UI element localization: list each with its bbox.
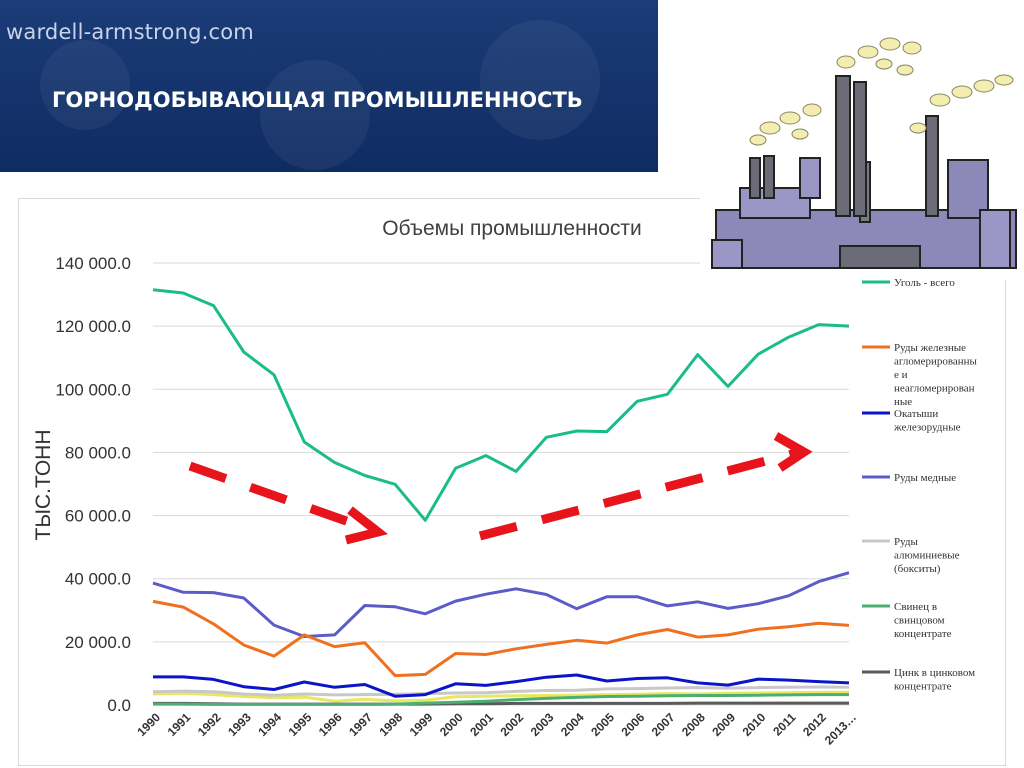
- y-tick-label: 140 000.0: [55, 254, 131, 273]
- y-tick-label: 100 000.0: [55, 380, 131, 399]
- banner-decoration: [40, 40, 130, 130]
- page-title: ГОРНОДОБЫВАЮЩАЯ ПРОМЫШЛЕННОСТЬ: [52, 88, 583, 112]
- y-tick-label: 20 000.0: [65, 633, 131, 652]
- legend-entry: Руды железные агломерированны е и неагломер…: [894, 342, 978, 408]
- y-tick-labels: 0.0 20 000.0 40 000.0 60 000.0 80 000.0 100 0…: [55, 254, 131, 715]
- legend-entry: Руды медные: [894, 472, 956, 484]
- x-tick-labels: 1990 1991 1992 1993 1994 1995 1996 1997 1998 1999…: [134, 710, 859, 747]
- gridlines: [153, 262, 849, 706]
- x-tick-label: 1993: [225, 710, 254, 739]
- x-tick-label: 1996: [316, 710, 345, 739]
- y-tick-label: 80 000.0: [65, 443, 131, 462]
- up-trend-arrow: [478, 447, 802, 541]
- legend-entry: Руды алюминиевые (бокситы): [894, 536, 960, 575]
- series-lines: [152, 288, 850, 706]
- legend-entry: Окатыши железорудные: [893, 408, 961, 434]
- x-tick-label: 2004: [558, 710, 587, 739]
- legend-entry: Уголь - всего: [894, 277, 955, 289]
- x-tick-label: 1999: [407, 710, 436, 739]
- series-line: [152, 690, 850, 703]
- site-name: wardell-armstrong.com: [6, 20, 254, 44]
- down-trend-arrow: [188, 461, 374, 535]
- series-line: [152, 288, 850, 522]
- x-tick-label: 2001: [467, 710, 496, 739]
- x-tick-label: 2000: [437, 710, 466, 739]
- x-tick-label: 2007: [649, 710, 678, 739]
- y-tick-label: 60 000.0: [65, 507, 131, 526]
- x-tick-label: 2009: [709, 710, 738, 739]
- up-trend-arrow-head: [773, 432, 813, 472]
- series-line: [153, 693, 849, 706]
- x-tick-label: 1990: [134, 710, 163, 739]
- banner-decoration: [480, 20, 600, 140]
- x-tick-label: 2006: [619, 710, 648, 739]
- x-tick-label: 1994: [255, 710, 284, 739]
- legend-entry: Свинец в свинцовом концентрате: [894, 601, 952, 640]
- y-tick-label: 120 000.0: [55, 317, 131, 336]
- down-trend-arrow-head: [344, 506, 389, 545]
- series-line: [152, 571, 850, 638]
- x-tick-label: 2005: [588, 710, 617, 739]
- x-tick-label: 2013…: [822, 710, 859, 747]
- factory-illustration: [700, 37, 1017, 280]
- y-axis-label: ТЫС.ТОНН: [32, 430, 55, 541]
- x-tick-label: 2011: [770, 710, 799, 739]
- trend-arrows: [188, 432, 813, 545]
- x-tick-label: 1997: [346, 710, 375, 739]
- legend: Уголь - всего Руды железные агломерированн…: [862, 277, 978, 693]
- x-tick-label: 2010: [740, 710, 769, 739]
- chart-title: Объемы промышленности: [382, 217, 642, 240]
- legend-entry: Цинк в цинковом концентрате: [894, 667, 975, 693]
- banner-decoration: [260, 60, 370, 170]
- x-tick-label: 2003: [528, 710, 557, 739]
- x-tick-label: 1991: [165, 710, 194, 739]
- y-tick-label: 40 000.0: [65, 570, 131, 589]
- series-line: [153, 673, 850, 698]
- x-tick-label: 2008: [679, 710, 708, 739]
- series-line: [152, 599, 850, 678]
- x-tick-label: 1998: [376, 710, 405, 739]
- series-line: [152, 685, 850, 697]
- x-tick-label: 1992: [195, 710, 224, 739]
- header-banner: wardell-armstrong.com ГОРНОДОБЫВАЮЩАЯ ПР…: [0, 0, 658, 172]
- y-tick-label: 0.0: [107, 696, 131, 715]
- x-tick-label: 1995: [286, 710, 315, 739]
- x-tick-label: 2002: [497, 710, 526, 739]
